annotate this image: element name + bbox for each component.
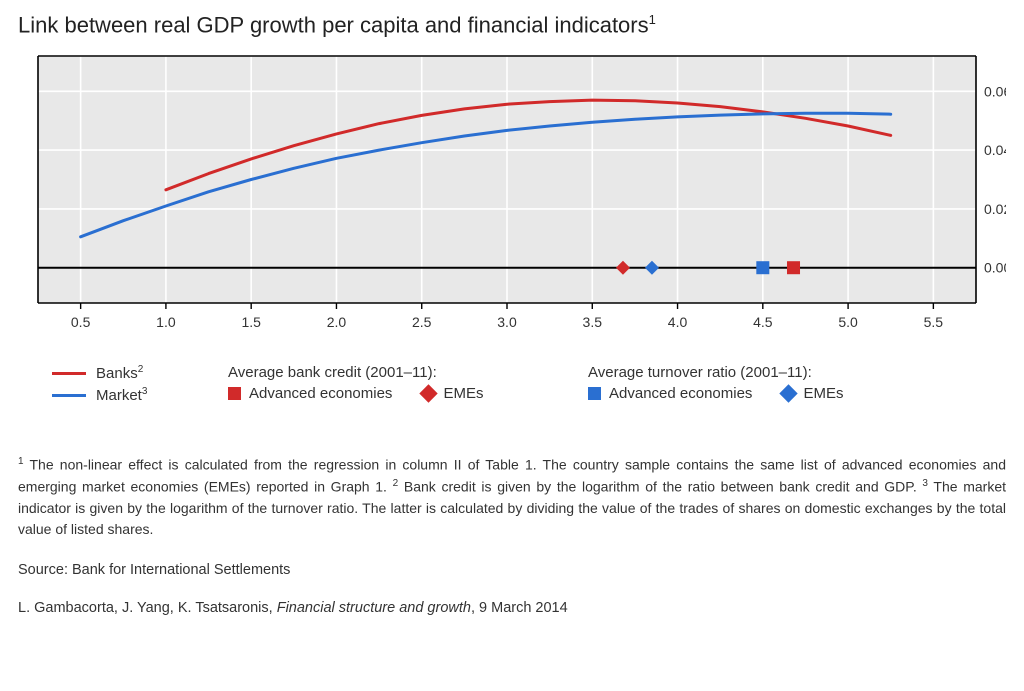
legend-marker-item: EMEs — [422, 385, 483, 402]
footnote-2-text: Bank credit is given by the logarithm of… — [398, 479, 922, 495]
legend-marker-label: EMEs — [443, 385, 483, 402]
svg-text:5.5: 5.5 — [924, 314, 944, 330]
legend-line-swatch — [52, 394, 86, 397]
square-icon — [228, 387, 241, 400]
svg-text:1.5: 1.5 — [241, 314, 261, 330]
legend-group-turnover-title: Average turnover ratio (2001–11): — [588, 364, 968, 381]
svg-text:0.04: 0.04 — [984, 142, 1006, 158]
svg-text:5.0: 5.0 — [838, 314, 858, 330]
citation-tail: , 9 March 2014 — [471, 600, 568, 616]
legend-lines: Banks2 Market3 — [18, 364, 228, 404]
diamond-icon — [780, 385, 798, 403]
square-icon — [588, 387, 601, 400]
citation-authors: L. Gambacorta, J. Yang, K. Tsatsaronis, — [18, 600, 277, 616]
legend-line-item: Market3 — [52, 386, 228, 404]
legend-group-bank-title: Average bank credit (2001–11): — [228, 364, 588, 381]
legend-line-label: Banks2 — [96, 364, 143, 382]
citation-work: Financial structure and growth — [277, 600, 471, 616]
svg-text:3.0: 3.0 — [497, 314, 517, 330]
svg-text:0.5: 0.5 — [71, 314, 91, 330]
legend-marker-label: Advanced economies — [609, 385, 752, 402]
figure-page: Link between real GDP growth per capita … — [0, 0, 1024, 691]
chart-svg: 0.5 1.0 1.5 2.0 2.5 3.0 3.5 4.0 4.5 5.0 5.5 0.00 0.0… — [18, 48, 1006, 358]
svg-text:3.5: 3.5 — [583, 314, 603, 330]
svg-text:4.5: 4.5 — [753, 314, 773, 330]
legend-group-turnover-items: Advanced economies EMEs — [588, 385, 968, 402]
legend-marker-item: Advanced economies — [228, 385, 392, 402]
legend-marker-item: EMEs — [782, 385, 843, 402]
legend-marker-label: Advanced economies — [249, 385, 392, 402]
chart-container: 0.5 1.0 1.5 2.0 2.5 3.0 3.5 4.0 4.5 5.0 5.5 0.00 0.0… — [18, 48, 1006, 358]
chart-title-sup: 1 — [649, 12, 656, 27]
chart-title: Link between real GDP growth per capita … — [18, 12, 1006, 38]
legend: Banks2 Market3 Average bank credit (2001–… — [18, 364, 1006, 404]
svg-text:4.0: 4.0 — [668, 314, 688, 330]
diamond-icon — [420, 385, 438, 403]
legend-group-bank: Average bank credit (2001–11): Advanced … — [228, 364, 588, 402]
source: Source: Bank for International Settlemen… — [18, 562, 1006, 578]
chart-title-text: Link between real GDP growth per capita … — [18, 12, 649, 37]
svg-text:0.06: 0.06 — [984, 84, 1006, 100]
legend-group-turnover: Average turnover ratio (2001–11): Advanc… — [588, 364, 968, 402]
svg-text:2.0: 2.0 — [327, 314, 347, 330]
svg-text:2.5: 2.5 — [412, 314, 432, 330]
legend-line-item: Banks2 — [52, 364, 228, 382]
legend-group-bank-items: Advanced economies EMEs — [228, 385, 588, 402]
svg-text:1.0: 1.0 — [156, 314, 176, 330]
legend-marker-label: EMEs — [803, 385, 843, 402]
citation: L. Gambacorta, J. Yang, K. Tsatsaronis, … — [18, 600, 1006, 616]
legend-line-label: Market3 — [96, 386, 147, 404]
svg-text:0.02: 0.02 — [984, 201, 1006, 217]
legend-line-swatch — [52, 372, 86, 375]
legend-marker-item: Advanced economies — [588, 385, 752, 402]
footnotes: 1 The non-linear effect is calculated fr… — [18, 454, 1006, 539]
svg-text:0.00: 0.00 — [984, 260, 1006, 276]
